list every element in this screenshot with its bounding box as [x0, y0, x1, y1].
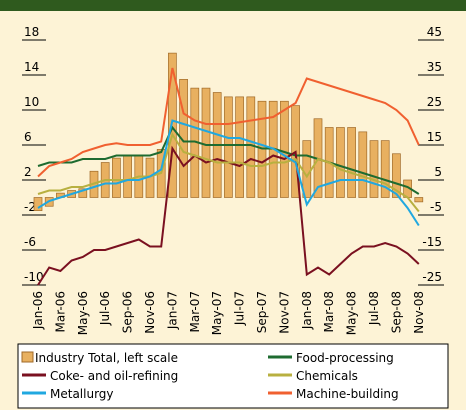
bar — [392, 153, 401, 198]
y2-tick-label: 5 — [434, 165, 442, 179]
y-tick-label: -6 — [24, 235, 36, 249]
bar — [358, 131, 368, 198]
legend-swatch — [21, 351, 34, 363]
y2-tick-label: -25 — [422, 270, 442, 284]
x-tick-label: Sep-06 — [121, 291, 135, 333]
y2-tick-label: -15 — [422, 235, 442, 249]
y2-tick-label: -5 — [430, 200, 442, 214]
x-tick-label: Jan-08 — [300, 291, 314, 330]
legend-label: Machine-building — [296, 387, 399, 401]
legend-box — [17, 343, 449, 409]
y-tick-label: 14 — [24, 60, 39, 74]
x-tick-label: Jul-08 — [367, 291, 381, 326]
y2-tick-label: 45 — [427, 25, 442, 39]
y2-tick-label: 25 — [427, 95, 442, 109]
bar — [336, 127, 345, 198]
y-tick-label: 6 — [24, 130, 32, 144]
x-tick-label: May-07 — [210, 291, 224, 335]
bar — [380, 140, 390, 198]
bar — [78, 188, 88, 198]
line — [37, 67, 420, 178]
x-tick-label: Nov-08 — [412, 291, 426, 334]
legend-label: Food-processing — [296, 351, 394, 365]
x-tick-label: Jul-06 — [98, 291, 112, 326]
x-tick-label: Mar-08 — [322, 291, 336, 332]
bar — [201, 87, 211, 198]
x-tick-label: Jul-07 — [233, 291, 247, 326]
bar — [224, 96, 233, 198]
y-tick-label: -2 — [24, 200, 36, 214]
y2-tick-label: 15 — [427, 130, 442, 144]
y2-tick-label: 35 — [427, 60, 442, 74]
bar — [246, 96, 256, 198]
x-tick-label: Jan-06 — [31, 291, 45, 330]
bar — [414, 197, 424, 203]
y-tick-label: 18 — [24, 25, 39, 39]
bar — [123, 155, 132, 198]
bar — [280, 100, 289, 198]
x-tick-label: Sep-08 — [389, 291, 403, 333]
x-tick-label: Mar-07 — [188, 291, 202, 332]
bar — [179, 79, 188, 198]
bar — [112, 157, 121, 198]
y-tick-label: 10 — [24, 95, 39, 109]
legend-label: Metallurgy — [50, 387, 114, 401]
legend-label: Chemicals — [296, 369, 358, 383]
header-bar — [0, 0, 466, 11]
x-tick-label: Nov-06 — [143, 291, 157, 334]
bar — [302, 140, 312, 198]
x-tick-label: May-06 — [76, 291, 90, 335]
bar — [168, 52, 177, 198]
x-tick-label: Mar-06 — [53, 291, 67, 332]
y-tick-label: -10 — [24, 270, 44, 284]
legend-label: Coke- and oil-refining — [50, 369, 178, 383]
x-tick-label: Sep-07 — [255, 291, 269, 333]
bar — [33, 197, 43, 211]
line — [37, 119, 420, 227]
y-tick-label: 2 — [24, 165, 32, 179]
bar — [347, 127, 356, 198]
bar — [235, 96, 244, 198]
x-tick-label: Jan-07 — [165, 291, 179, 330]
x-tick-label: May-08 — [345, 291, 359, 335]
line — [37, 132, 420, 213]
x-tick-label: Nov-07 — [277, 291, 291, 334]
legend-label: Industry Total, left scale — [35, 351, 178, 365]
bar — [369, 140, 379, 198]
line — [37, 125, 420, 195]
